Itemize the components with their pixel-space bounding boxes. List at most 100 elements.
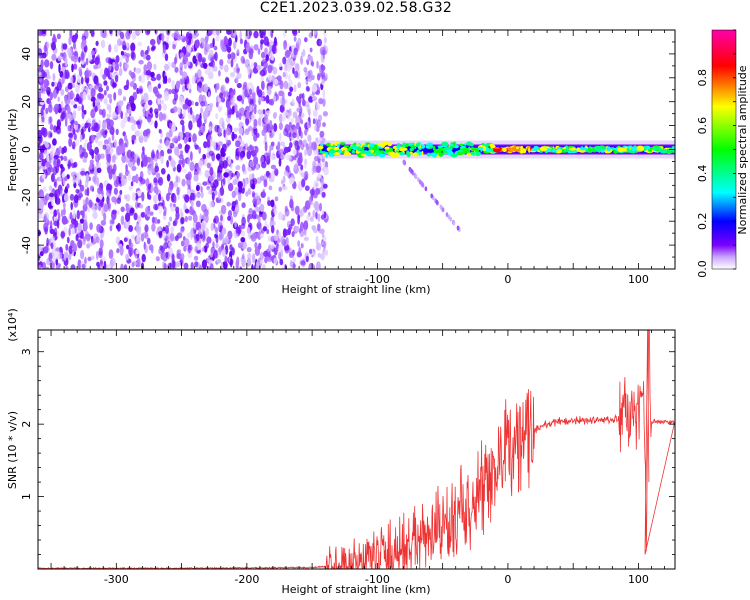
echo-cell — [613, 147, 617, 150]
heat-cell — [91, 119, 96, 128]
heat-cell — [39, 100, 45, 105]
echo-cell — [406, 150, 410, 156]
heat-cell — [78, 56, 81, 63]
heat-cell — [168, 241, 172, 247]
heat-cell — [279, 62, 283, 68]
heat-cell — [253, 62, 258, 68]
heat-cell — [49, 228, 55, 235]
heat-cell — [227, 59, 231, 65]
heat-cell — [38, 113, 41, 119]
heat-cell — [154, 108, 159, 115]
x-tick-label: -300 — [104, 273, 129, 286]
heat-cell — [57, 55, 62, 62]
echo-cell — [502, 147, 507, 152]
heat-cell — [38, 142, 41, 149]
heat-cell — [53, 242, 57, 251]
colorbar-tick-label: 0.6 — [696, 117, 709, 135]
heat-cell — [96, 177, 100, 188]
heat-cell — [313, 252, 316, 258]
heat-cell — [175, 80, 180, 90]
heat-cell — [186, 60, 191, 67]
heat-cell — [143, 92, 149, 103]
heat-cell — [225, 134, 228, 142]
heat-cell — [42, 71, 47, 78]
echo-cell — [461, 147, 470, 152]
heat-cell — [273, 247, 278, 256]
heat-cell — [203, 245, 208, 253]
heat-cell — [253, 44, 259, 51]
heat-cell — [266, 110, 271, 115]
heat-cell — [140, 233, 145, 242]
heat-cell — [122, 96, 127, 102]
heat-cell — [246, 110, 250, 119]
echo-cell — [514, 149, 521, 152]
heat-cell — [115, 128, 119, 135]
heat-cell — [115, 30, 120, 38]
heat-cell — [197, 53, 203, 63]
heat-cell — [253, 119, 258, 127]
heat-cell — [155, 204, 158, 210]
heat-cell — [206, 162, 211, 169]
streak-cell — [449, 216, 453, 222]
heat-cell — [173, 180, 179, 188]
heat-cell — [258, 97, 264, 102]
heat-cell — [235, 140, 241, 148]
heat-cell — [128, 263, 133, 269]
heat-cell — [300, 131, 303, 139]
echo-cell — [317, 145, 324, 150]
heat-cell — [175, 235, 179, 242]
heat-cell — [159, 30, 165, 34]
echo-cell — [438, 152, 443, 155]
heat-cell — [43, 78, 49, 89]
snr-y-ticks: 1 2 3 — [20, 336, 675, 570]
heat-cell — [166, 160, 170, 168]
heat-cell — [255, 261, 259, 269]
heat-cell — [227, 111, 232, 119]
heat-cell — [233, 127, 239, 133]
heat-cell — [305, 59, 309, 64]
heat-cell — [247, 257, 251, 264]
heat-cell — [103, 204, 109, 213]
heat-cell — [251, 264, 254, 269]
heat-cell — [67, 159, 71, 169]
heat-cell — [253, 156, 259, 165]
heat-cell — [304, 37, 308, 43]
heat-cell — [150, 245, 154, 254]
heat-cell — [76, 209, 81, 220]
heat-cell — [218, 127, 221, 137]
heat-cell — [211, 192, 215, 201]
y-tick-label: -20 — [20, 188, 33, 206]
heat-cell — [68, 36, 72, 46]
heat-cell — [309, 216, 314, 222]
heat-cell — [72, 210, 76, 220]
heat-cell — [198, 160, 204, 168]
heat-cell — [235, 227, 241, 234]
heat-cell — [111, 155, 116, 163]
heat-cell — [75, 93, 80, 102]
heat-cell — [70, 100, 76, 106]
heat-cell — [78, 66, 82, 73]
heat-cell — [39, 251, 44, 257]
heat-cell — [294, 225, 300, 233]
heat-cell — [184, 144, 190, 154]
heat-cell — [141, 191, 145, 202]
heat-cell — [142, 157, 148, 167]
heat-cell — [248, 125, 253, 132]
heat-cell — [111, 196, 117, 203]
heat-cell — [303, 162, 307, 169]
heat-cell — [236, 67, 240, 72]
heat-cell — [130, 181, 134, 187]
echo-cell — [430, 152, 438, 157]
heat-cell — [175, 211, 180, 220]
heat-cell — [66, 236, 70, 244]
heat-cell — [239, 30, 242, 40]
heat-cell — [174, 56, 177, 65]
heat-cell — [203, 141, 208, 149]
echo-cell — [448, 151, 454, 155]
heat-cell — [50, 242, 54, 250]
heat-cell — [122, 44, 127, 51]
heat-cell — [248, 207, 253, 214]
heat-cell — [209, 166, 214, 176]
heat-cell — [58, 63, 61, 74]
echo-cell — [462, 150, 470, 154]
